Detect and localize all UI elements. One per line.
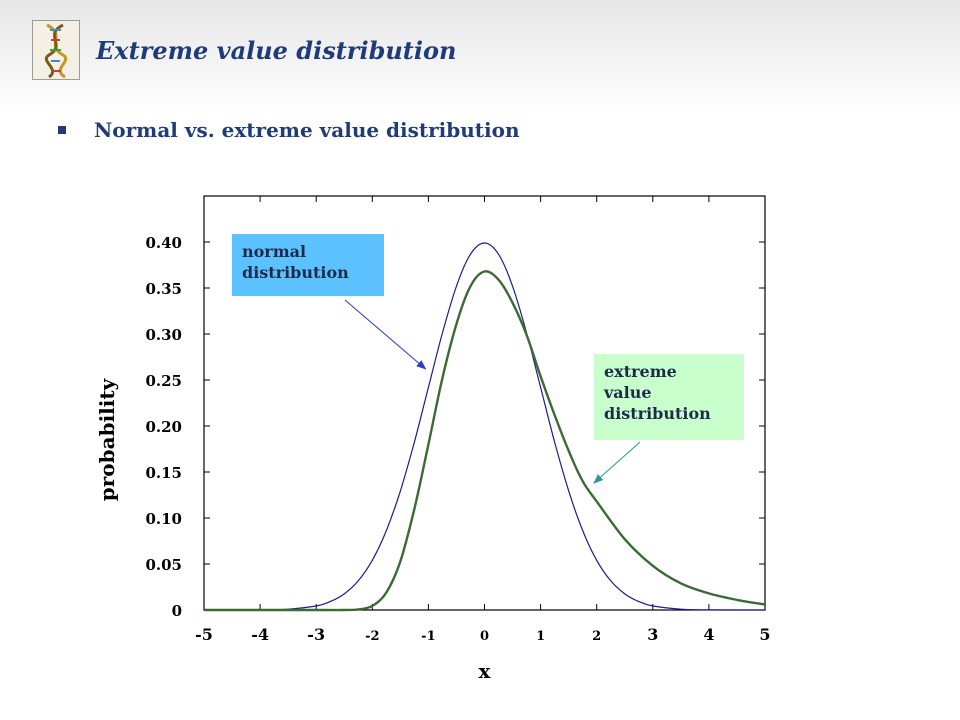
callout-extreme-value-distribution: extreme value distribution (594, 354, 744, 440)
extreme-value-distribution-line (204, 270, 766, 612)
bullet-text: Normal vs. extreme value distribution (94, 118, 520, 142)
x-tick-label: -3 (307, 625, 325, 644)
y-tick-label: 0.15 (145, 464, 182, 482)
x-tick-label: -2 (365, 629, 379, 644)
callout-extreme-line-2: value (604, 383, 652, 402)
y-tick-label: 0.10 (145, 510, 182, 528)
y-tick-label: 0.35 (145, 280, 182, 298)
callout-normal-line-1: normal (242, 242, 307, 261)
bullet-square-icon (58, 126, 66, 134)
x-tick-label: 4 (703, 625, 714, 644)
y-tick-label: 0.20 (145, 418, 182, 436)
arrow-extreme-callout (593, 441, 641, 484)
x-tick-label: 0 (480, 629, 489, 644)
callout-normal-distribution: normal distribution (232, 234, 384, 296)
x-tick-label: 3 (647, 625, 658, 644)
x-tick-label: -4 (251, 625, 269, 644)
x-tick-label: 1 (536, 629, 545, 644)
y-tick-label: 0.05 (145, 556, 182, 574)
dna-logo-icon (32, 20, 80, 80)
header-band (0, 0, 960, 110)
y-axis-label: probability (95, 377, 119, 501)
callout-normal-line-2: distribution (242, 263, 349, 282)
normal-distribution-line (204, 242, 765, 611)
arrow-normal-callout (344, 299, 427, 370)
callout-extreme-line-3: distribution (604, 404, 711, 423)
x-tick-label: 2 (592, 629, 601, 644)
y-tick-label: 0.40 (145, 234, 182, 252)
y-tick-label: 0 (172, 602, 182, 620)
slide-title: Extreme value distribution (96, 36, 457, 65)
x-tick-label: -1 (421, 629, 435, 644)
callout-extreme-line-1: extreme (604, 362, 677, 381)
y-tick-label: 0.25 (145, 372, 182, 390)
y-tick-label: 0.30 (145, 326, 182, 344)
x-axis-label: x (479, 659, 492, 683)
x-tick-label: -5 (195, 625, 213, 644)
x-tick-label: 5 (759, 625, 770, 644)
